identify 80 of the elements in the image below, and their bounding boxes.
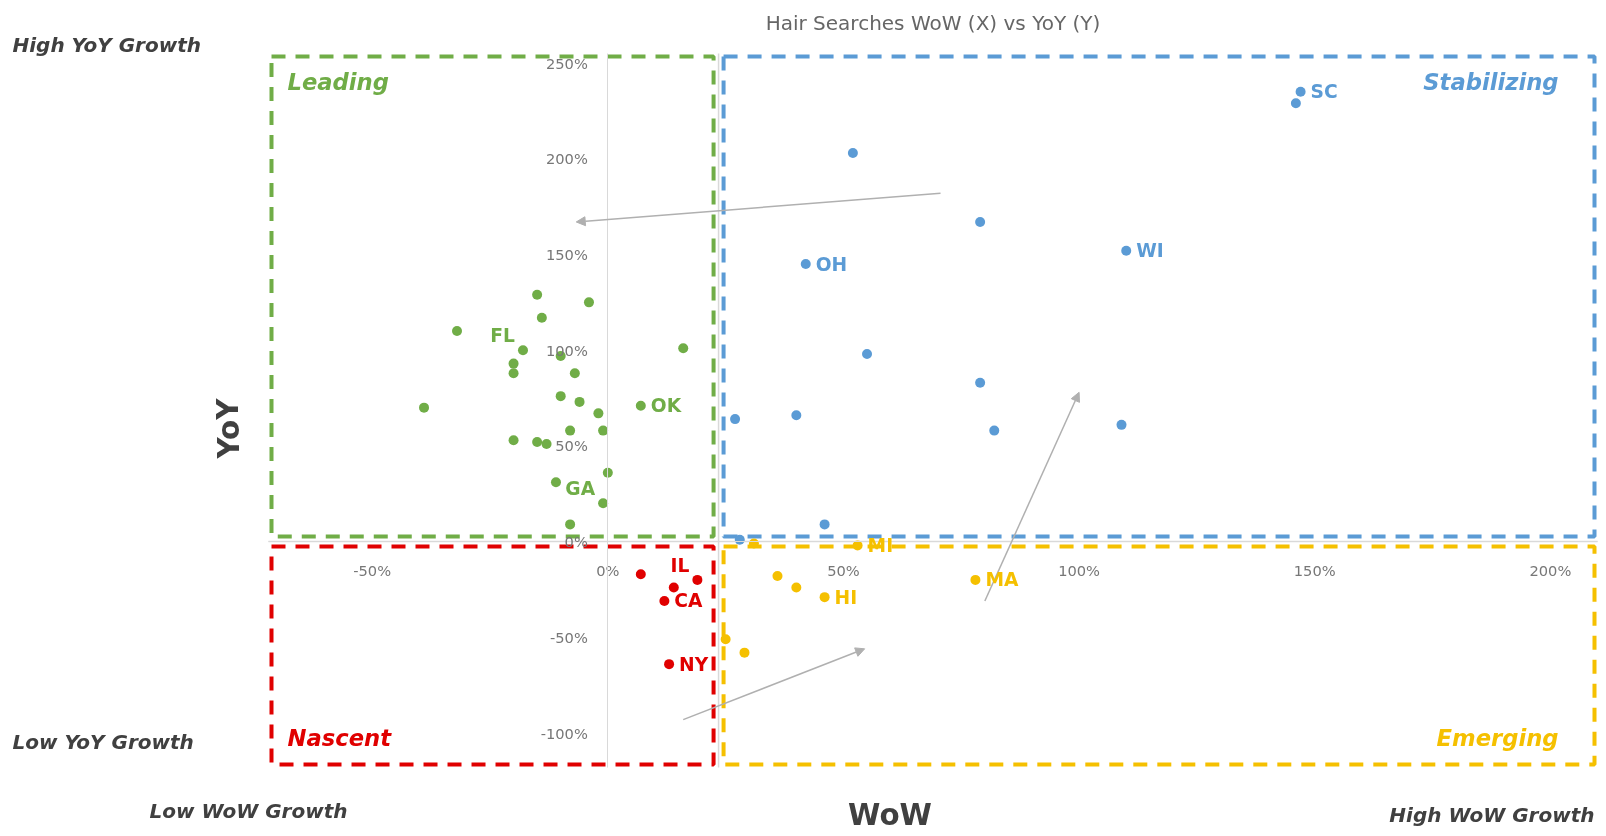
point xyxy=(419,402,430,413)
point xyxy=(1121,245,1132,256)
point xyxy=(565,425,576,436)
point xyxy=(668,582,679,593)
y-tick-label: 100% xyxy=(545,341,588,359)
point xyxy=(555,391,566,402)
annotation: CA xyxy=(674,590,704,612)
point xyxy=(569,368,580,379)
point xyxy=(452,326,463,337)
annotation: IL xyxy=(670,554,690,576)
text: High YoY Growth xyxy=(12,32,201,57)
y-tick-label: 150% xyxy=(545,245,588,263)
point xyxy=(598,425,609,436)
point xyxy=(739,647,750,658)
x-tick-label: 200% xyxy=(1529,561,1572,579)
point xyxy=(593,408,604,419)
point xyxy=(975,216,986,227)
chart-title: Hair Searches WoW (X) vs YoY (Y) xyxy=(765,10,1101,35)
point xyxy=(517,345,528,356)
point xyxy=(508,435,519,446)
y-tick-label: 50% xyxy=(555,437,588,455)
point xyxy=(819,592,830,603)
point xyxy=(635,569,646,580)
y-tick-label: -50% xyxy=(549,628,588,646)
text: Nascent xyxy=(287,724,393,751)
point xyxy=(989,425,1000,436)
point xyxy=(970,574,981,585)
text: High WoW Growth xyxy=(1389,802,1595,827)
point xyxy=(574,396,585,407)
point xyxy=(508,358,519,369)
annotation: HI xyxy=(834,586,858,608)
point xyxy=(720,634,731,645)
x-axis-title: WoW xyxy=(848,797,932,832)
annotation: FL xyxy=(490,325,516,347)
point xyxy=(730,414,741,425)
point xyxy=(664,659,675,670)
point xyxy=(800,259,811,270)
x-tick-label: 100% xyxy=(1058,561,1101,579)
point xyxy=(532,289,543,300)
annotation: MA xyxy=(985,569,1019,591)
point xyxy=(975,377,986,388)
point xyxy=(565,519,576,530)
annotation: NY xyxy=(679,653,709,675)
point xyxy=(862,349,873,360)
point xyxy=(508,368,519,379)
point xyxy=(583,297,594,308)
annotation: WI xyxy=(1136,240,1164,262)
point xyxy=(532,437,543,448)
point xyxy=(772,571,783,582)
y-tick-label: 200% xyxy=(545,150,588,168)
text: Emerging xyxy=(1436,724,1559,751)
point xyxy=(1116,419,1127,430)
annotation: OH xyxy=(815,253,848,275)
annotation: SC xyxy=(1310,81,1338,103)
x-tick-label: 50% xyxy=(827,561,860,579)
point xyxy=(550,477,561,488)
point xyxy=(791,582,802,593)
point xyxy=(659,595,670,606)
text: Stabilizing xyxy=(1423,68,1559,95)
y-tick-label: 250% xyxy=(545,54,588,72)
point xyxy=(791,410,802,421)
point xyxy=(635,400,646,411)
point xyxy=(598,498,609,509)
point xyxy=(1295,86,1306,97)
text: Low YoY Growth xyxy=(12,729,194,754)
x-tick-label: -50% xyxy=(353,561,392,579)
point xyxy=(692,574,703,585)
text: Low WoW Growth xyxy=(149,798,348,823)
y-tick-label: -100% xyxy=(540,724,588,742)
point xyxy=(1290,98,1301,109)
text: Leading xyxy=(287,68,389,95)
y-axis-title: YoY xyxy=(211,397,246,460)
point xyxy=(541,439,552,449)
point xyxy=(678,343,689,354)
annotation: OK xyxy=(650,395,683,417)
point xyxy=(847,148,858,159)
point xyxy=(819,519,830,530)
x-tick-label: 150% xyxy=(1293,561,1336,579)
annotation: GA xyxy=(565,478,596,500)
point xyxy=(536,312,547,323)
